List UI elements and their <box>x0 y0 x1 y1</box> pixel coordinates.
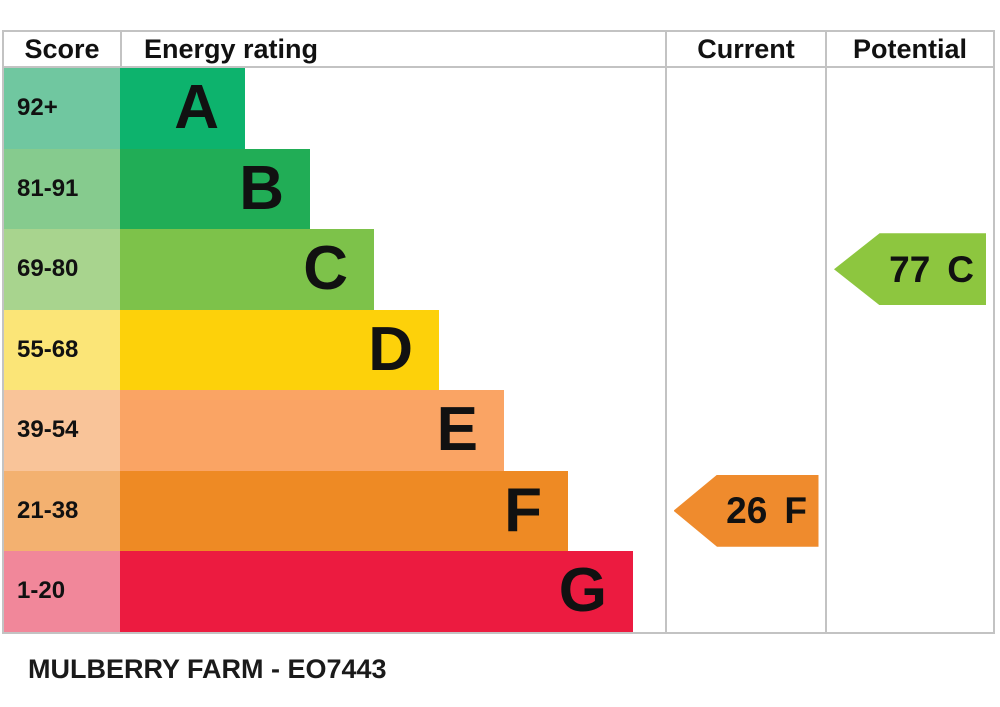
score-cell-a: 92+ <box>4 68 120 149</box>
potential-cell-f <box>825 470 993 551</box>
current-score-value: 26 <box>726 490 768 532</box>
band-letter-f: F <box>504 475 542 545</box>
potential-cell-e <box>825 390 993 471</box>
epc-table: Score Energy rating Current Potential 92… <box>2 30 995 634</box>
band-letter-g: G <box>558 556 607 626</box>
score-cell-g: 1-20 <box>4 551 120 632</box>
score-cell-d: 55-68 <box>4 309 120 390</box>
score-cell-c: 69-80 <box>4 229 120 310</box>
potential-score-value: 77 <box>889 248 931 290</box>
rating-bar-g: G <box>120 551 633 632</box>
score-cell-b: 81-91 <box>4 148 120 229</box>
rating-cell-e: E <box>120 390 665 471</box>
property-caption: MULBERRY FARM - EO7443 <box>28 654 387 684</box>
band-letter-b: B <box>239 153 284 223</box>
current-rating-arrow: 26 F <box>673 474 819 547</box>
band-row-c: 69-80 C 77 C <box>4 229 993 310</box>
band-row-b: 81-91 B <box>4 148 993 229</box>
band-row-a: 92+ A <box>4 68 993 149</box>
rating-cell-g: G <box>120 551 665 632</box>
band-row-e: 39-54 E <box>4 390 993 471</box>
potential-cell-a <box>825 68 993 149</box>
score-cell-f: 21-38 <box>4 470 120 551</box>
rating-cell-f: F <box>120 470 665 551</box>
rating-cell-d: D <box>120 309 665 390</box>
band-letter-d: D <box>368 314 413 384</box>
rating-bar-f: F <box>120 470 568 551</box>
potential-band-letter: C <box>947 248 975 290</box>
rating-bar-a: A <box>120 68 245 149</box>
rating-bar-d: D <box>120 309 439 390</box>
rating-cell-c: C <box>120 229 665 310</box>
header-current: Current <box>665 32 825 66</box>
band-row-f: 21-38 F 26 F <box>4 470 993 551</box>
header-energy-rating: Energy rating <box>120 32 665 66</box>
current-cell-d <box>665 309 825 390</box>
current-cell-g <box>665 551 825 632</box>
current-band-letter: F <box>784 490 807 532</box>
score-cell-e: 39-54 <box>4 390 120 471</box>
header-potential: Potential <box>825 32 993 66</box>
potential-cell-d <box>825 309 993 390</box>
current-cell-c <box>665 229 825 310</box>
band-row-g: 1-20 G <box>4 551 993 632</box>
header-score: Score <box>24 33 100 64</box>
potential-rating-arrow: 77 C <box>834 233 986 306</box>
current-cell-a <box>665 68 825 149</box>
current-cell-e <box>665 390 825 471</box>
header-row: Score Energy rating Current Potential <box>4 32 993 68</box>
rating-cell-a: A <box>120 68 665 149</box>
current-cell-b <box>665 148 825 229</box>
band-letter-c: C <box>303 234 348 304</box>
rating-bar-c: C <box>120 229 374 310</box>
rating-bar-b: B <box>120 148 310 229</box>
rating-cell-b: B <box>120 148 665 229</box>
band-letter-e: E <box>436 395 478 465</box>
rating-bar-e: E <box>120 390 504 471</box>
potential-cell-c: 77 C <box>825 229 993 310</box>
current-cell-f: 26 F <box>665 470 825 551</box>
potential-cell-g <box>825 551 993 632</box>
potential-cell-b <box>825 148 993 229</box>
band-letter-a: A <box>174 73 219 143</box>
band-row-d: 55-68 D <box>4 309 993 390</box>
